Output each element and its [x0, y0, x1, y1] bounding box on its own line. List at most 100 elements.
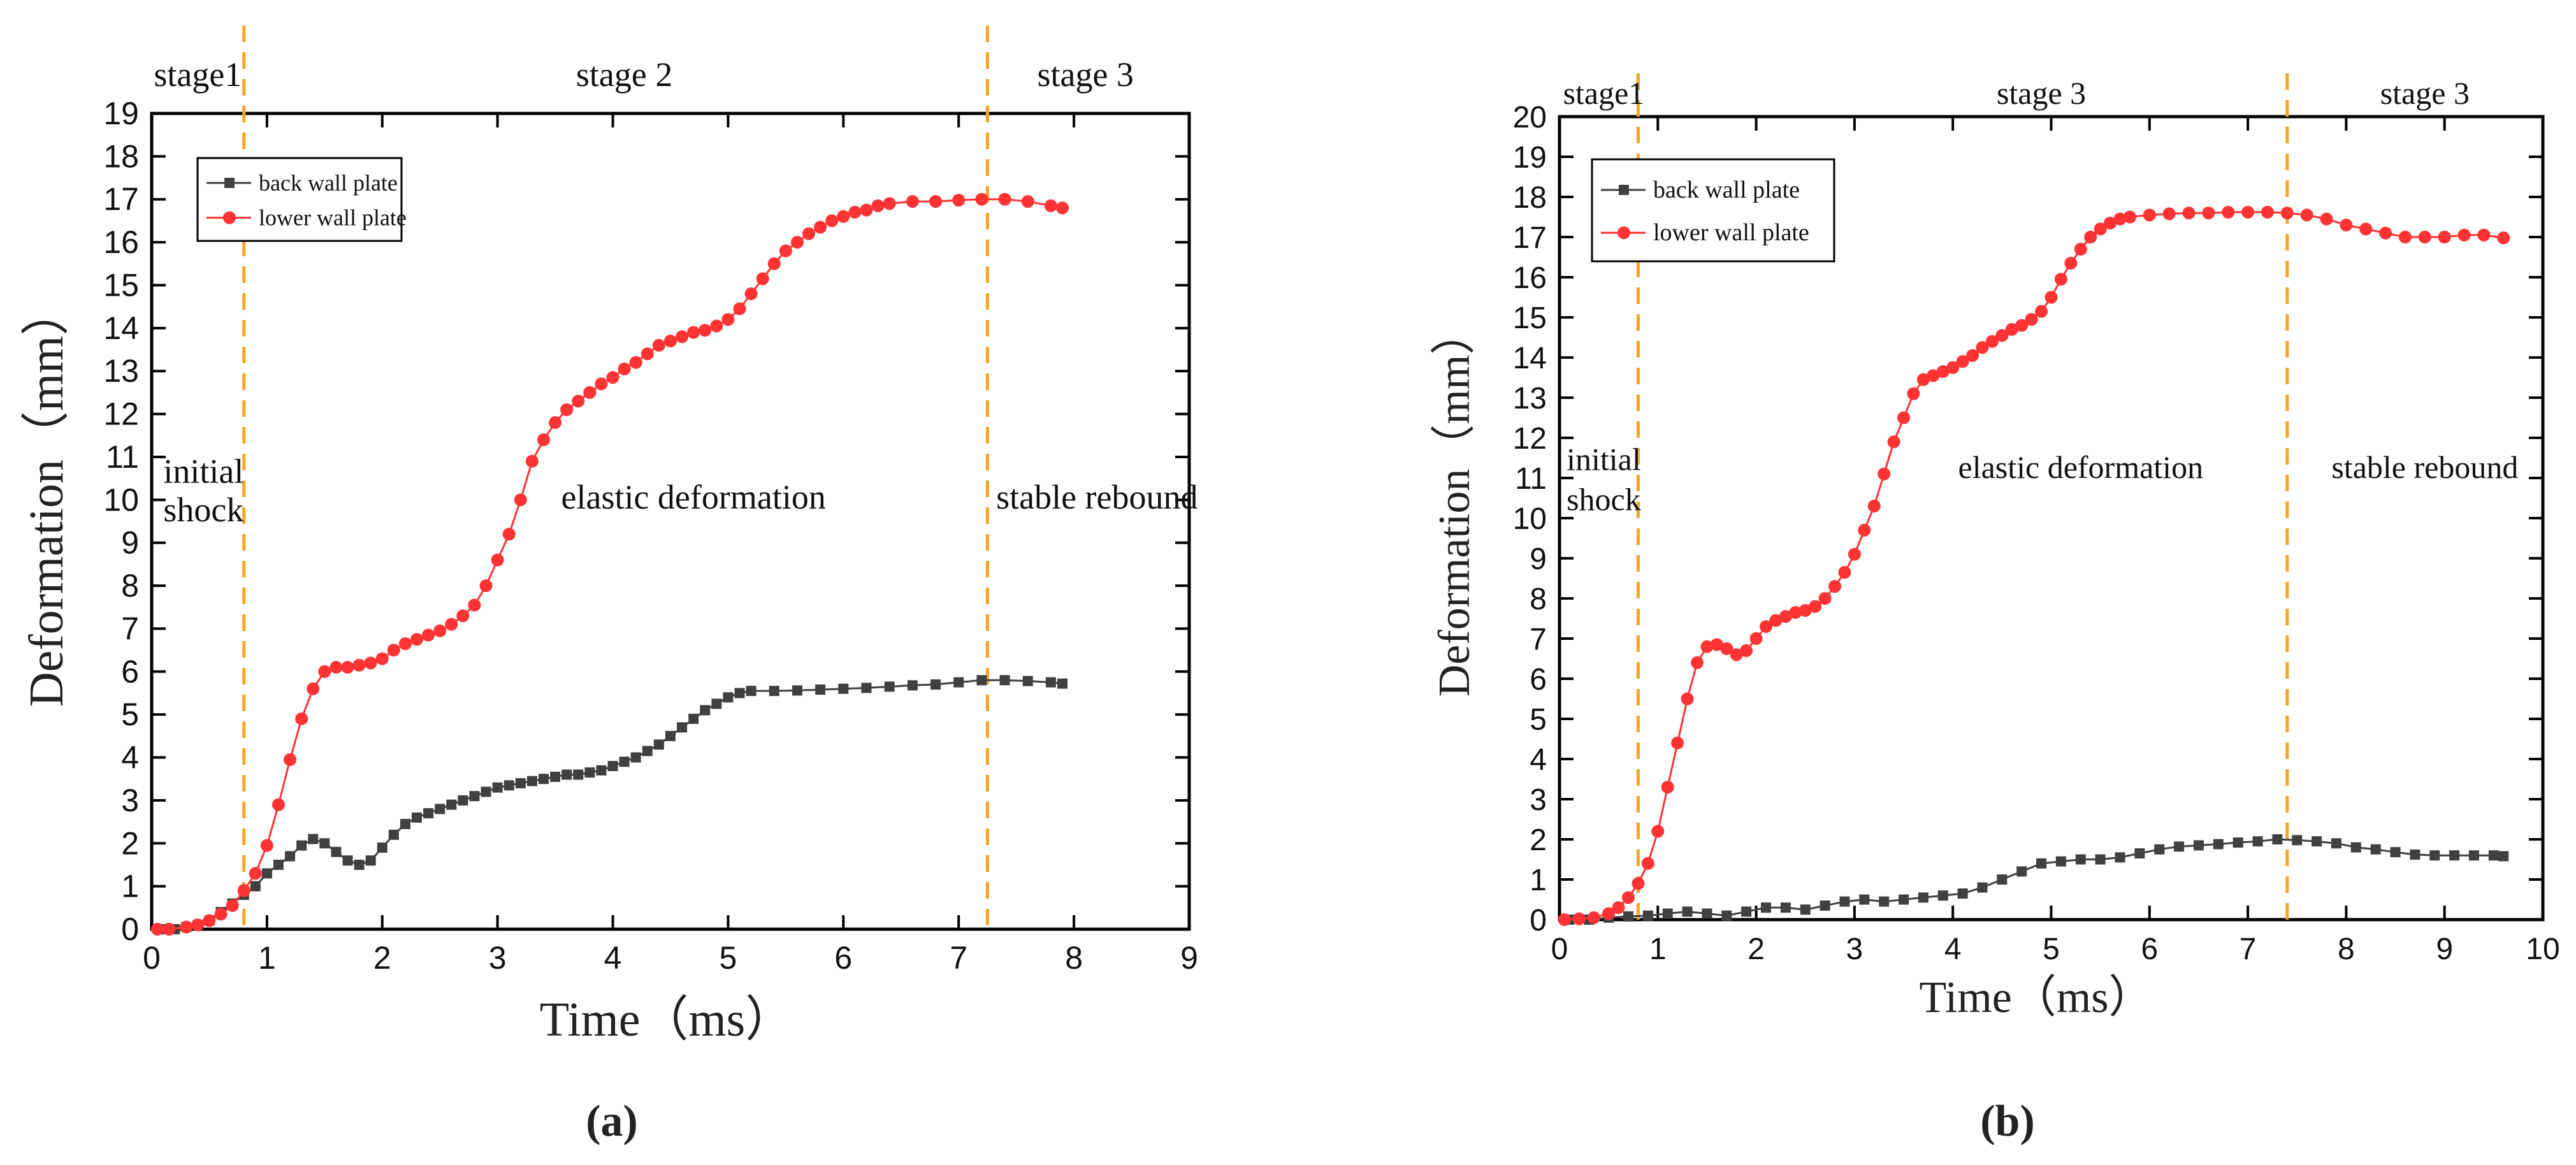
panel-a-data-point [733, 302, 746, 315]
panel-b-y-tick-label: 17 [1513, 221, 1547, 255]
panel-b-data-point [1848, 547, 1861, 561]
panel-a-data-point [607, 761, 618, 771]
panel-a-data-point [906, 195, 919, 208]
panel-a-data-point [481, 786, 491, 797]
panel-a-x-tick-label: 3 [489, 940, 507, 976]
panel-a-data-point [446, 799, 457, 810]
panel-b-x-tick-label: 0 [1551, 932, 1568, 966]
panel-b-data-point [1820, 900, 1830, 911]
panel-b-series-back-wall-plate [1564, 834, 2509, 925]
panel-b-legend-label: back wall plate [1653, 177, 1800, 203]
panel-a-data-point [688, 713, 699, 724]
panel-a-data-point [815, 684, 826, 695]
panel-a-y-tick-label: 16 [103, 224, 139, 260]
panel-b-data-point [1828, 580, 1842, 593]
panel-b-data-point [1985, 335, 1999, 348]
panel-b-data-point [1976, 341, 1989, 354]
panel-a-data-point [261, 868, 272, 879]
panel-b-data-point [2300, 208, 2313, 222]
panel-b-data-point [2498, 851, 2509, 862]
panel-a-data-point [790, 236, 804, 249]
panel-b-data-point [2025, 313, 2038, 326]
panel-a-x-axis-label: Time（ms） [540, 993, 793, 1046]
panel-b-data-point [2005, 322, 2018, 336]
panel-b-data-point [1995, 329, 2009, 342]
panel-a-legend-label: back wall plate [259, 170, 398, 196]
panel-b-y-tick-label: 19 [1513, 141, 1547, 175]
panel-a-data-point [445, 618, 458, 631]
panel-a-data-point [767, 257, 781, 270]
panel-a-data-point [1057, 678, 1068, 689]
panel-b-data-point [1918, 892, 1928, 903]
panel-a-data-point [469, 791, 480, 802]
chart-panel-b: 0 1 2 3 4 5 6 7 8 9 100123456789101112131415161718… [1430, 73, 2560, 1146]
panel-a-data-point [595, 377, 608, 391]
panel-b-y-tick-label: 9 [1530, 542, 1547, 576]
panel-b-data-point [2280, 206, 2294, 220]
panel-a-y-tick-label: 10 [103, 482, 139, 517]
panel-b-data-point [2143, 208, 2156, 222]
panel-a-data-point [710, 319, 723, 333]
panel-b-data-point [1691, 656, 1704, 669]
panel-b-data-point [2292, 835, 2303, 846]
panel-a-data-point [308, 834, 319, 844]
panel-a-data-point [387, 644, 400, 657]
panel-a-data-point [998, 192, 1011, 206]
panel-a-x-tick-label: 9 [1180, 940, 1198, 976]
panel-a-data-point [930, 679, 941, 690]
panel-b-data-point [2154, 844, 2165, 855]
panel-b-data-point [1602, 907, 1616, 920]
panel-a-data-point [423, 808, 434, 819]
panel-b-data-point [1741, 906, 1752, 917]
panel-a-data-point [619, 756, 630, 767]
panel-a-data-point [561, 769, 572, 780]
panel-a-data-point [584, 767, 595, 778]
panel-a-y-tick-label: 3 [121, 783, 139, 818]
panel-b-data-point [1956, 355, 1969, 368]
panel-b-data-point [2213, 839, 2224, 850]
panel-a-data-point [848, 205, 862, 219]
panel-b-data-point [1588, 911, 1601, 924]
panel-b-x-tick-label: 7 [2240, 932, 2257, 966]
panel-a-data-point [676, 330, 689, 344]
panel-b-data-point [2064, 256, 2078, 270]
panel-a-x-tick-label: 1 [258, 940, 276, 976]
panel-a-data-point [677, 722, 688, 733]
panel-a-data-point [698, 324, 712, 337]
panel-b-x-axis-label: Time（ms） [1920, 973, 2153, 1022]
panel-a-data-point [352, 658, 366, 672]
panel-b-y-tick-label: 11 [1515, 462, 1547, 496]
panel-a-data-point [341, 661, 354, 674]
panel-b-x-tick-label: 1 [1649, 932, 1667, 966]
panel-b-annotation: initial [1567, 441, 1641, 477]
panel-b-label: (b) [1980, 1097, 2035, 1146]
panel-a-data-point [665, 730, 676, 741]
panel-a-plot-frame [150, 112, 1191, 931]
panel-b-data-point [1887, 435, 1900, 449]
panel-a-data-point [550, 771, 561, 782]
panel-b-data-point [2398, 231, 2412, 243]
panel-b-data-point [2054, 273, 2067, 286]
panel-a-data-point [1021, 195, 1034, 208]
panel-b-x-tick-label: 6 [2141, 932, 2158, 966]
panel-b-y-tick-label: 10 [1513, 502, 1547, 536]
panel-b-y-tick-label: 5 [1530, 703, 1547, 737]
panel-b-data-point [1700, 640, 1714, 653]
panel-b-y-tick-label: 16 [1513, 261, 1547, 295]
panel-a-data-point [525, 454, 539, 468]
panel-b-data-point [2359, 222, 2373, 236]
panel-b-legend-marker [1617, 226, 1630, 240]
panel-a-data-point [412, 812, 423, 823]
panel-b-data-point [1780, 902, 1791, 913]
panel-a-stage-label: stage 3 [1037, 55, 1133, 94]
panel-b-y-tick-label: 0 [1530, 904, 1547, 937]
panel-a-y-tick-label: 17 [103, 182, 139, 217]
panel-b-y-tick-label: 12 [1513, 422, 1547, 456]
panel-b-data-point [1878, 467, 1891, 481]
panel-a-data-point [342, 855, 353, 866]
panel-a-y-tick-label: 14 [103, 310, 139, 346]
panel-a-data-point [163, 923, 176, 936]
panel-a-data-point [284, 753, 297, 766]
panel-a-y-tick-label: 15 [103, 267, 139, 303]
panel-b-data-point [1651, 825, 1665, 838]
